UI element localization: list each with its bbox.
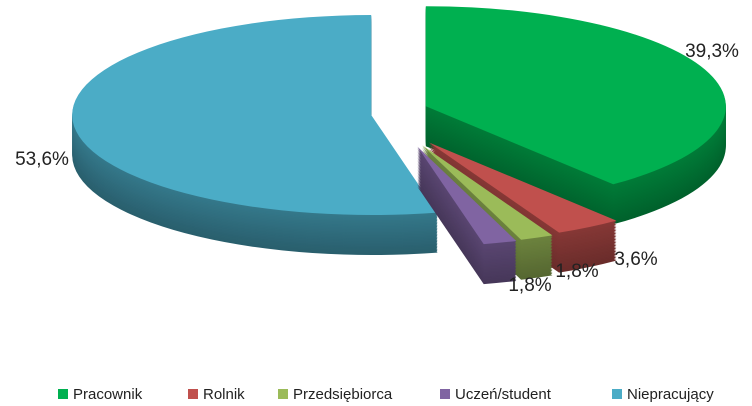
data-label: 1,8% — [555, 261, 598, 282]
legend-swatch — [440, 389, 450, 399]
data-label: 53,6% — [15, 149, 69, 170]
legend-label: Uczeń/student — [455, 386, 552, 403]
slice — [422, 145, 553, 240]
data-label: 3,6% — [614, 249, 657, 270]
slice — [72, 15, 438, 215]
data-label: 39,3% — [685, 41, 739, 62]
slice — [429, 142, 617, 233]
slice — [425, 6, 726, 185]
legend-swatch — [188, 389, 198, 399]
legend-label: Niepracujący — [627, 386, 714, 403]
legend-swatch — [278, 389, 288, 399]
legend-label: Pracownik — [73, 386, 143, 403]
slice — [417, 146, 517, 245]
legend-label: Przedsiębiorca — [293, 386, 393, 403]
data-label: 1,8% — [508, 275, 551, 296]
legend-swatch — [612, 389, 622, 399]
legend-swatch — [58, 389, 68, 399]
legend-label: Rolnik — [203, 386, 245, 403]
